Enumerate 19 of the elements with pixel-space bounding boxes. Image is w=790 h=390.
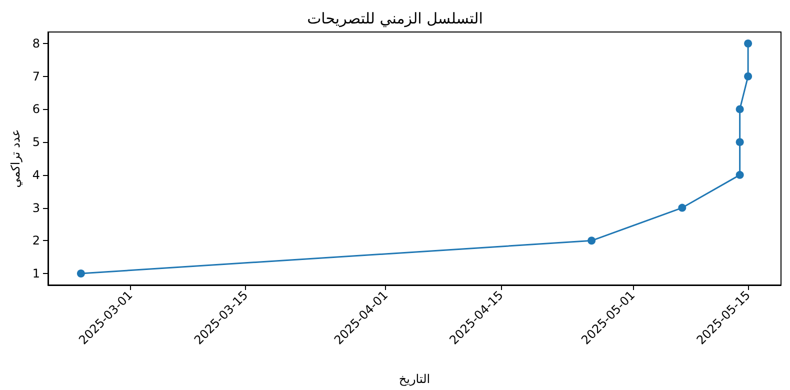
- chart-title: التسلسل الزمني للتصريحات: [307, 10, 483, 28]
- y-tick-label: 3: [32, 200, 40, 215]
- point: [678, 204, 686, 212]
- y-tick-label: 7: [32, 69, 40, 84]
- y-tick-label: 4: [32, 168, 40, 182]
- point: [744, 72, 752, 80]
- point: [736, 138, 744, 146]
- point: [736, 170, 744, 179]
- point: [736, 105, 744, 114]
- point: [588, 236, 596, 245]
- y-axis-title: عدد تراكمي: [8, 129, 22, 188]
- point: [76, 270, 85, 278]
- y-tick-label: 1: [32, 266, 40, 280]
- y-tick-label: 2: [32, 234, 40, 248]
- x-axis-title: التاريخ: [398, 372, 430, 386]
- y-tick-label: 5: [32, 135, 40, 150]
- y-tick-label: 6: [32, 102, 40, 116]
- y-tick-label: 8: [32, 36, 40, 50]
- point: [744, 40, 752, 48]
